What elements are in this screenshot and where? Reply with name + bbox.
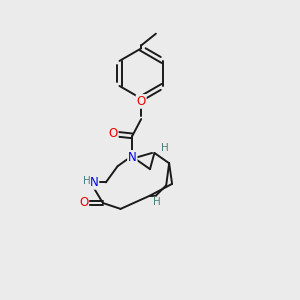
Text: H: H (161, 142, 169, 153)
Text: O: O (79, 196, 88, 209)
Text: O: O (109, 127, 118, 140)
Text: N: N (128, 151, 137, 164)
Text: H: H (154, 197, 161, 207)
Text: O: O (136, 95, 146, 108)
Text: H: H (83, 176, 91, 186)
Text: N: N (90, 176, 98, 189)
